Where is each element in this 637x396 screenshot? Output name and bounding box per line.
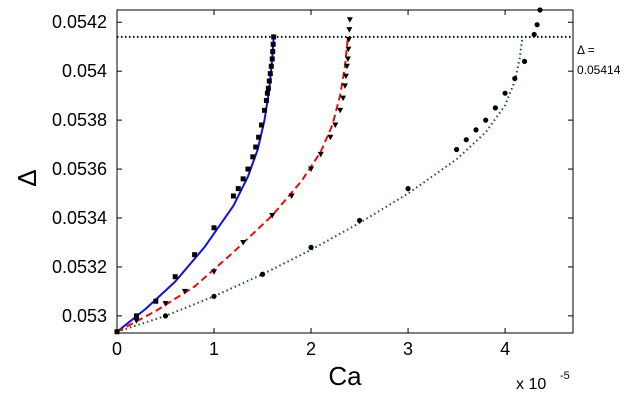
y-tick-label: 0.0532 (52, 257, 107, 277)
x-axis-label: Ca (328, 361, 362, 391)
triangle-marker (332, 122, 339, 129)
triangle-marker (342, 73, 349, 80)
square-marker (172, 274, 178, 280)
square-marker (261, 107, 267, 113)
square-marker (192, 252, 198, 258)
circle-marker (356, 217, 363, 224)
plot-frame (116, 9, 574, 334)
square-marker (211, 225, 217, 231)
x-tick-label: 0 (112, 339, 122, 359)
triangle-marker (343, 63, 350, 70)
circle-marker (473, 127, 479, 133)
square-marker (245, 166, 251, 172)
triangle-marker (342, 83, 348, 89)
triangle-marker (181, 288, 188, 295)
x-multiplier: x 10 (516, 376, 546, 393)
triangle-marker (317, 151, 324, 158)
triangle-marker (344, 56, 351, 62)
circle-marker (534, 22, 540, 28)
circle-marker (521, 58, 528, 64)
square-marker (230, 193, 236, 199)
square-marker (259, 122, 265, 128)
reference-label-line2: 0.05414 (577, 63, 621, 77)
circle-marker (211, 293, 217, 299)
square-marker (268, 63, 274, 69)
circle-marker (405, 186, 411, 192)
triangle-marker (308, 166, 315, 173)
y-axis-label: Δ (12, 169, 42, 186)
circle-marker (502, 90, 508, 96)
x-tick-label: 4 (500, 339, 510, 359)
circle-marker (537, 7, 543, 13)
square-marker (133, 313, 139, 319)
y-tick-label: 0.0536 (52, 159, 107, 179)
square-marker (235, 186, 241, 192)
fit-curves (116, 36, 524, 333)
square-marker (270, 49, 276, 55)
square-marker (253, 144, 259, 150)
x-tick-label: 1 (209, 339, 219, 359)
square-marker (270, 41, 276, 47)
square-marker (240, 176, 246, 182)
x-multiplier-exponent: -5 (560, 370, 570, 382)
circle-marker (512, 75, 518, 82)
triangle-marker (288, 193, 295, 199)
plot-area-box (116, 9, 574, 334)
square-marker (114, 329, 120, 335)
triangle-marker (346, 27, 353, 33)
y-tick-label: 0.0542 (52, 12, 107, 32)
triangle-marker (345, 36, 352, 43)
triangle-marker (345, 46, 352, 53)
square-marker (265, 85, 271, 91)
triangle-marker (346, 17, 353, 23)
circle-marker (492, 105, 498, 111)
triangle-marker (162, 301, 169, 307)
y-tick-label: 0.053 (62, 306, 107, 326)
triangle-marker (337, 107, 344, 114)
circle-marker (453, 146, 460, 153)
data-markers (114, 7, 543, 335)
square-marker (264, 90, 270, 96)
square-marker (267, 71, 273, 77)
square-marker (153, 298, 159, 304)
square-marker (263, 98, 269, 104)
y-tick-labels: 0.053 0.0532 0.0534 0.0536 0.0538 0.054 0.0542 (52, 12, 107, 326)
circle-marker (259, 271, 266, 277)
triangle-marker (211, 269, 218, 275)
x-tick-label: 3 (403, 339, 413, 359)
circle-marker (483, 117, 489, 123)
circle-marker (162, 313, 169, 319)
x-tick-labels: 0 1 2 3 4 (112, 339, 510, 359)
square-marker (271, 34, 277, 40)
reference-label-line1: Δ = (577, 43, 595, 57)
square-marker (256, 134, 262, 140)
triangle-marker (269, 213, 276, 219)
triangle-marker (240, 239, 247, 246)
x-tick-label: 2 (306, 339, 316, 359)
triangle-marker (327, 134, 334, 141)
square-marker (269, 56, 275, 62)
y-tick-label: 0.0538 (52, 110, 107, 130)
circle-marker (308, 244, 314, 250)
square-marker (266, 78, 272, 84)
y-tick-label: 0.0534 (52, 208, 107, 228)
fit-curve-dashed-line (116, 36, 349, 333)
axis-ticks (116, 10, 573, 333)
triangle-marker (340, 95, 347, 102)
fit-curve-dotted-line (116, 36, 524, 333)
triangle-marker (133, 318, 140, 324)
circle-marker (531, 31, 537, 38)
square-marker (250, 154, 256, 160)
fit-curve-solid-line (116, 36, 275, 333)
y-tick-label: 0.054 (62, 61, 107, 81)
circle-marker (463, 137, 469, 143)
